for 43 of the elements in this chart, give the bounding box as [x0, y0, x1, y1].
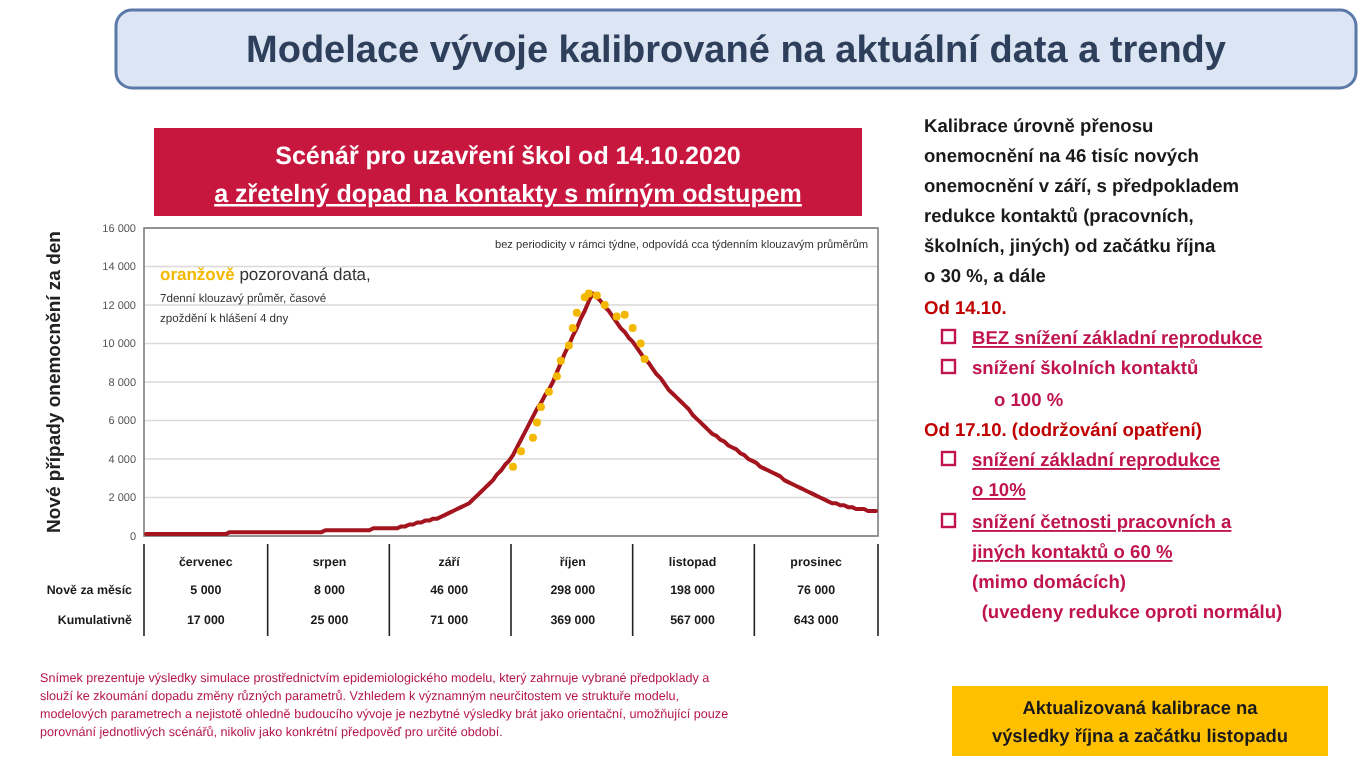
text: snížení základní reprodukce [972, 450, 1220, 470]
line-series [144, 291, 878, 537]
point [640, 354, 649, 363]
point [532, 418, 541, 427]
point [592, 291, 601, 300]
y-axis-title: Nové případy onemocnění za den [44, 230, 66, 533]
point [620, 310, 629, 319]
text: o 100 % [994, 390, 1065, 410]
point [568, 324, 577, 333]
text: BEZ snížení základní reprodukce [972, 328, 1263, 348]
text: Aktualizovaná kalibrace na [1022, 698, 1260, 718]
text: onemocnění na 46 tisíc nových [924, 146, 1200, 166]
text: výsledky října a začátku listopadu [991, 726, 1289, 746]
point [536, 403, 545, 412]
text: školních, jiných) od začátku října [924, 236, 1218, 256]
annotation: pozorovaná data, [239, 264, 371, 284]
point [508, 462, 517, 471]
point [600, 301, 609, 309]
annotation: oranžově [160, 264, 236, 284]
point [516, 447, 525, 456]
chart-subtitle: Scénář pro uzavření škol od 14.10.2020 a zřetelný dopad na kontakty s mírným odstupem [214, 142, 802, 208]
text: Od 17.10. (dodržování opatření) [924, 420, 1202, 440]
text: jiných kontaktů o 60 % [970, 542, 1174, 562]
text: Od 14.10. [924, 298, 1007, 318]
point [556, 356, 565, 365]
point [636, 339, 645, 348]
text: o 10% [972, 480, 1028, 500]
point [572, 308, 581, 317]
point [628, 324, 637, 333]
text: o 30 %, a dále [924, 266, 1046, 286]
text: snížení četnosti pracovních a [972, 512, 1234, 532]
text: onemocnění v září, s předpokladem [924, 176, 1240, 196]
point [564, 341, 573, 350]
text: (mimo domácích) [972, 572, 1126, 592]
chart-title: Modelace vývoje kalibrované na aktuální data a trendy [246, 30, 1227, 72]
point [612, 312, 621, 321]
point [552, 372, 561, 381]
text: Kalibrace úrovně přenosu [924, 116, 1155, 136]
text: (uvedeny redukce oproti normálu) [981, 602, 1283, 622]
text: redukce kontaktů (pracovních, [924, 206, 1194, 226]
point [528, 433, 537, 442]
text: snížení školních kontaktů [972, 358, 1199, 378]
point [544, 387, 553, 396]
